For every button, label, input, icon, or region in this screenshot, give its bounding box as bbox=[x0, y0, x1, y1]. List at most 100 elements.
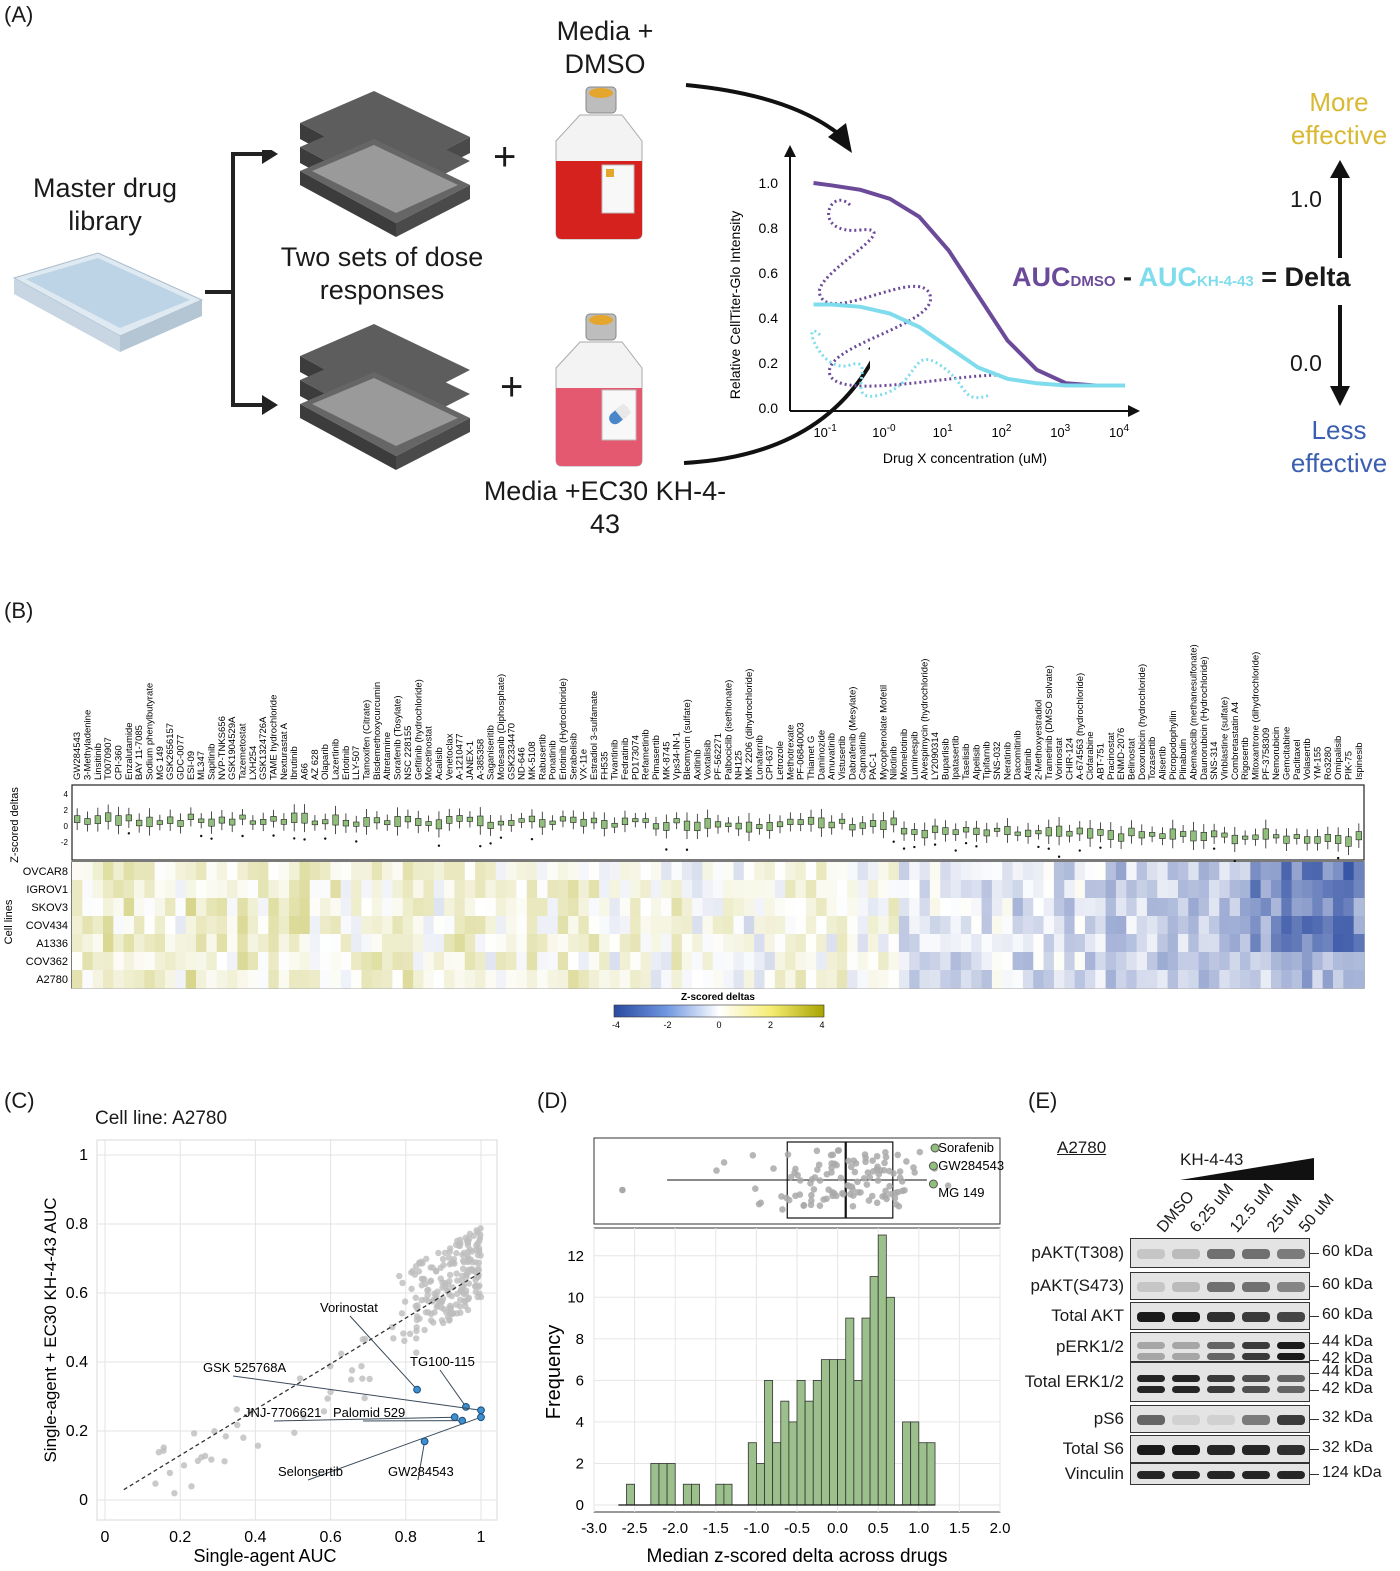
median-point bbox=[800, 1201, 808, 1209]
heatmap-cell bbox=[805, 898, 817, 917]
x-tick-label: 0.6 bbox=[319, 1529, 341, 1546]
median-point bbox=[894, 1151, 902, 1159]
heatmap-cell bbox=[1115, 970, 1127, 989]
heatmap-cell bbox=[537, 862, 548, 881]
heatmap-cell bbox=[82, 916, 94, 935]
box-ytick-label: -2 bbox=[61, 838, 69, 847]
boxplot-outlier bbox=[293, 837, 296, 840]
heatmap-cell bbox=[1136, 880, 1148, 899]
heatmap-cell bbox=[981, 880, 993, 899]
heatmap-cell bbox=[72, 970, 83, 989]
boxplot-box bbox=[725, 822, 732, 827]
drug-label: Erlotinib (Hydrochloride) bbox=[558, 678, 569, 780]
heatmap-cell bbox=[867, 880, 879, 899]
scatter-point bbox=[361, 1394, 368, 1402]
heatmap-cell bbox=[981, 970, 993, 989]
blot-kda-tick bbox=[1310, 1316, 1319, 1317]
heatmap-cell bbox=[1053, 898, 1065, 917]
heatmap-cell bbox=[464, 916, 476, 935]
boxplot-box bbox=[900, 827, 908, 835]
heatmap-cell bbox=[878, 970, 889, 989]
colorbar-tick-label: 0 bbox=[716, 1020, 721, 1030]
dose-label: Two sets of dose responses bbox=[280, 242, 484, 305]
curve-xtick-exponent: 2 bbox=[1006, 423, 1012, 434]
heatmap-cell bbox=[278, 916, 290, 935]
heatmap-cell bbox=[433, 934, 445, 953]
boxplot-box bbox=[756, 824, 763, 829]
drug-label: Trametinib (DMSO solvate) bbox=[1044, 665, 1055, 780]
heatmap-cell bbox=[1084, 952, 1096, 971]
heatmap-cell bbox=[144, 880, 156, 899]
blot-strip bbox=[1130, 1302, 1310, 1330]
heatmap-cell bbox=[1033, 934, 1044, 953]
heatmap-cell bbox=[878, 916, 889, 935]
heatmap-cell bbox=[82, 880, 94, 899]
heatmap-cell bbox=[1074, 952, 1086, 971]
heatmap-cell bbox=[1002, 880, 1013, 899]
boxplot-box bbox=[353, 821, 360, 827]
scatter-point bbox=[430, 1296, 438, 1303]
heatmap-cell bbox=[578, 970, 590, 989]
boxplot-box bbox=[373, 817, 381, 824]
heatmap-cell bbox=[1033, 952, 1044, 971]
drug-label: Mocetinostat bbox=[424, 726, 435, 780]
boxplot-box bbox=[1097, 829, 1104, 836]
heatmap-cell bbox=[351, 862, 362, 881]
heatmap-cell bbox=[568, 916, 579, 935]
heatmap-cell bbox=[1157, 952, 1169, 971]
heatmap-cell bbox=[692, 970, 703, 989]
heatmap-cell bbox=[1291, 934, 1303, 953]
heatmap-cell bbox=[836, 862, 848, 881]
heatmap-cell bbox=[1301, 952, 1313, 971]
heatmap-cell bbox=[991, 880, 1003, 899]
heatmap-cell bbox=[867, 898, 879, 917]
heatmap-cell bbox=[227, 862, 238, 881]
y-tick-label: 0 bbox=[79, 1492, 88, 1509]
colorbar-tick-label: -4 bbox=[612, 1020, 620, 1030]
heatmap-cell bbox=[278, 952, 290, 971]
highlight-point bbox=[462, 1402, 470, 1411]
heatmap-cell bbox=[1219, 952, 1231, 971]
median-point bbox=[879, 1193, 886, 1200]
heatmap-cell bbox=[154, 952, 166, 971]
heatmap-cell bbox=[123, 970, 135, 989]
median-point bbox=[869, 1168, 877, 1175]
boxplot-box bbox=[1200, 831, 1207, 841]
hist-xlabel: Median z-scored delta across drugs bbox=[647, 1546, 948, 1567]
heatmap-cell bbox=[950, 880, 962, 899]
heatmap-cell bbox=[1301, 862, 1313, 881]
histogram-bar bbox=[723, 1483, 733, 1506]
y-tick-label: 6 bbox=[576, 1372, 584, 1389]
blot-strip bbox=[1130, 1272, 1310, 1300]
drug-label: Gefitinib (hydrochloride) bbox=[413, 679, 424, 780]
heatmap-cell bbox=[661, 862, 672, 881]
heatmap-cell bbox=[888, 916, 900, 935]
heatmap-cell bbox=[361, 880, 373, 899]
heatmap-cell bbox=[392, 880, 404, 899]
y-tick-label: 4 bbox=[576, 1414, 584, 1431]
heatmap-cell bbox=[92, 898, 104, 917]
heatmap-cell bbox=[1188, 934, 1200, 953]
boxplot-box bbox=[1180, 831, 1187, 837]
heatmap-cell bbox=[206, 898, 218, 917]
heatmap-cell bbox=[816, 952, 827, 971]
blot-band bbox=[1277, 1282, 1305, 1292]
heatmap-cell bbox=[888, 934, 900, 953]
heatmap-cell bbox=[165, 934, 176, 953]
median-point bbox=[757, 1199, 765, 1207]
boxplot-box bbox=[1335, 835, 1342, 844]
blot-band bbox=[1207, 1312, 1235, 1322]
curve-xlabel: Drug X concentration (uM) bbox=[883, 450, 1047, 466]
heatmap-cell bbox=[92, 862, 104, 881]
colorbar-title: Z-scored deltas bbox=[681, 992, 755, 1003]
heatmap-cell bbox=[1177, 952, 1189, 971]
heatmap-cell bbox=[1291, 862, 1303, 881]
heatmap-cell bbox=[320, 880, 331, 899]
drug-label: FH535 bbox=[599, 751, 610, 780]
heatmap-cell bbox=[1239, 862, 1251, 881]
heatmap-cell bbox=[340, 970, 352, 989]
heatmap-cell bbox=[836, 970, 848, 989]
heatmap-cell bbox=[268, 880, 280, 899]
boxplot-outlier bbox=[272, 834, 275, 837]
heatmap-cell bbox=[516, 934, 528, 953]
